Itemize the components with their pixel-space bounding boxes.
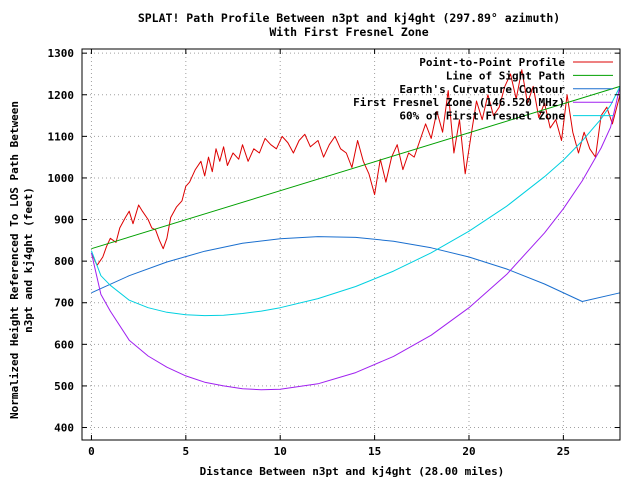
- profile-series-line: [90, 69, 621, 266]
- legend-label: Line of Sight Path: [446, 69, 565, 82]
- x-tick-label: 0: [88, 445, 95, 458]
- x-tick-label: 25: [557, 445, 570, 458]
- y-tick-label: 600: [54, 338, 74, 351]
- y-tick-label: 1100: [48, 130, 75, 143]
- legend-label: Point-to-Point Profile: [419, 56, 565, 69]
- x-tick-label: 20: [462, 445, 475, 458]
- y-tick-label: 1000: [48, 172, 75, 185]
- los-series-line: [91, 85, 621, 250]
- y-tick-label: 1200: [48, 89, 75, 102]
- y-tick-label: 1300: [48, 47, 75, 60]
- plot-series: [90, 69, 621, 391]
- curvature-series-line: [91, 236, 621, 302]
- plot-frame: [81, 48, 621, 441]
- y-tick-label: 700: [54, 297, 74, 310]
- y-axis-label-line1: Normalized Height Referenced To LOS Path…: [8, 101, 21, 419]
- fresnel60-series-line: [90, 86, 621, 317]
- y-axis-label-line2: n3pt and kj4ght (feet): [22, 187, 35, 333]
- y-tick-label: 400: [54, 422, 74, 435]
- axis-ticks: 0 5 10 15 20 25 400 500 600 700 800 900 1000 1100 1200…: [48, 47, 620, 458]
- legend-label: Earth's Curvature Contour: [399, 83, 565, 96]
- legend-label: First Fresnel Zone (146.520 MHz): [353, 96, 565, 109]
- legend-label: 60% of First Fresnel Zone: [399, 110, 565, 123]
- fresnel-series-line: [90, 86, 621, 391]
- y-tick-label: 800: [54, 255, 74, 268]
- grid: [82, 49, 620, 440]
- y-tick-label: 500: [54, 380, 74, 393]
- x-axis-label: Distance Between n3pt and kj4ght (28.00 …: [200, 465, 505, 478]
- x-tick-label: 10: [274, 445, 287, 458]
- y-tick-label: 900: [54, 214, 74, 227]
- chart-subtitle: With First Fresnel Zone: [269, 25, 428, 39]
- x-tick-label: 5: [183, 445, 190, 458]
- chart-title: SPLAT! Path Profile Between n3pt and kj4…: [138, 11, 560, 25]
- x-tick-label: 15: [368, 445, 381, 458]
